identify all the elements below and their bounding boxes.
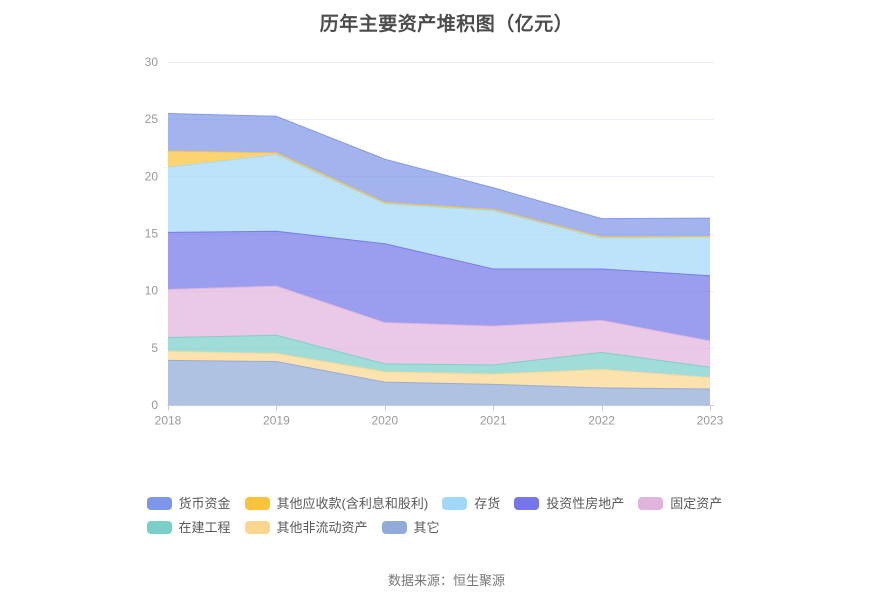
area-其它	[168, 360, 710, 405]
x-axis-label: 2023	[697, 414, 724, 428]
y-axis-label: 25	[145, 112, 159, 126]
line-存货	[167, 154, 711, 239]
legend-item[interactable]: 货币资金	[146, 496, 231, 511]
legend-label: 其它	[413, 520, 440, 535]
line-在建工程	[167, 334, 711, 368]
legend-label: 货币资金	[178, 496, 231, 511]
x-axis-label: 2021	[480, 414, 507, 428]
legend-label: 投资性房地产	[546, 496, 625, 511]
area-在建工程	[168, 335, 710, 378]
line-其他应收款(含利息和股利)	[167, 150, 711, 238]
area-存货	[168, 154, 710, 276]
legend-item[interactable]: 投资性房地产	[514, 496, 624, 511]
legend-label: 在建工程	[178, 520, 231, 535]
legend-item[interactable]: 存货	[442, 496, 500, 511]
legend-swatch	[442, 497, 468, 510]
data-source-text: 数据来源：恒生聚源	[387, 573, 505, 588]
legend-item[interactable]: 在建工程	[146, 520, 231, 535]
x-axis-label: 2019	[263, 414, 290, 428]
area-货币资金	[168, 113, 710, 237]
x-axis-label: 2020	[371, 414, 398, 428]
legend-label: 存货	[474, 496, 501, 511]
legend-swatch	[244, 521, 270, 534]
y-axis-label: 15	[145, 227, 159, 241]
y-axis-label: 30	[145, 55, 159, 69]
area-固定资产	[168, 286, 710, 368]
x-axis-label: 2022	[588, 414, 615, 428]
legend-swatch	[381, 521, 407, 534]
legend-swatch	[514, 497, 540, 510]
y-axis-label: 20	[145, 169, 159, 183]
legend-item[interactable]: 其他应收款(含利息和股利)	[244, 496, 429, 511]
y-axis-label: 5	[151, 341, 158, 355]
x-axis-label: 2018	[155, 414, 182, 428]
stacked-area-plot: 0 5 10 15 20 25 30 2018 2019 2020 2021 2022 2023	[145, 55, 724, 428]
area-投资性房地产	[168, 231, 710, 341]
y-axis-label: 0	[151, 398, 158, 412]
area-其他非流动资产	[168, 351, 710, 389]
legend-item[interactable]: 其它	[381, 520, 440, 535]
legend-swatch	[244, 497, 270, 510]
legend-swatch	[146, 497, 172, 510]
line-固定资产	[167, 285, 711, 342]
line-其他非流动资产	[167, 350, 711, 379]
legend-item[interactable]: 其他非流动资产	[244, 520, 368, 535]
legend-label: 固定资产	[670, 496, 723, 511]
legend-label: 其他应收款(含利息和股利)	[276, 496, 429, 511]
line-货币资金	[167, 112, 711, 220]
legend-swatch	[638, 497, 664, 510]
chart-title: 历年主要资产堆积图（亿元）	[319, 14, 574, 35]
legend-label: 其他非流动资产	[276, 520, 368, 535]
y-axis-label: 10	[145, 284, 159, 298]
legend-item[interactable]: 固定资产	[638, 496, 722, 511]
line-投资性房地产	[167, 230, 711, 277]
line-其它	[167, 359, 711, 390]
legend-swatch	[146, 521, 172, 534]
area-其他应收款(含利息和股利)	[168, 151, 710, 239]
chart-legend: 货币资金 其他应收款(含利息和股利) 存货 投资性房地产 固定资产 在建工程 其…	[146, 496, 747, 535]
